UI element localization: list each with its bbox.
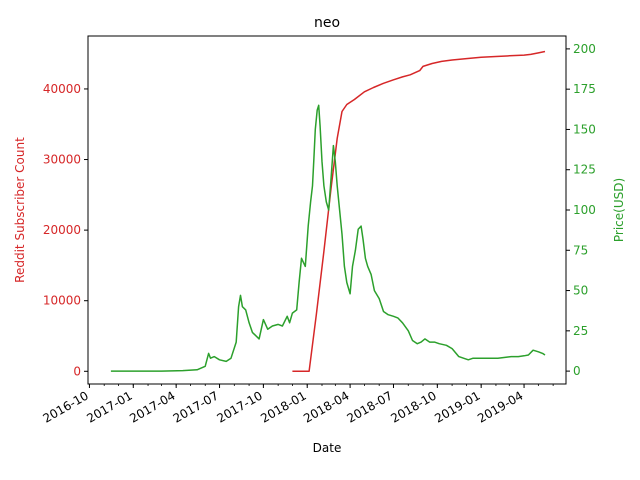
price-line (110, 104, 546, 372)
y-left-tick-label: 10000 (43, 294, 81, 308)
x-tick-label: 2016-10 (41, 388, 91, 425)
x-tick-label: 2018-01 (258, 388, 308, 425)
y-axis-left-label: Reddit Subscriber Count (13, 137, 27, 283)
x-tick-label: 2018-10 (388, 388, 438, 425)
y-right-tick-label: 150 (573, 122, 596, 136)
x-tick-label: 2017-10 (214, 388, 264, 425)
y-right-tick-label: 25 (573, 324, 588, 338)
y-left-tick-label: 40000 (43, 82, 81, 96)
y-left-tick-label: 30000 (43, 153, 81, 167)
y-right-tick-label: 0 (573, 364, 581, 378)
y-right-tick-label: 175 (573, 82, 596, 96)
y-axis-right: 0 25 50 75 100 125 150 175 200 (566, 42, 596, 378)
y-right-tick-label: 100 (573, 203, 596, 217)
x-axis: 2016-102017-012017-042017-072017-102018-… (41, 384, 554, 426)
y-axis-left: 0 10000 20000 30000 40000 (43, 82, 88, 378)
series-layer (110, 50, 546, 373)
chart-title: neo (314, 15, 340, 31)
y-left-tick-label: 20000 (43, 223, 81, 237)
y-right-tick-label: 75 (573, 243, 588, 257)
x-tick-label: 2018-04 (301, 388, 351, 425)
subscriber-count-line (292, 50, 546, 373)
axes-frame (87, 35, 567, 385)
y-left-tick-label: 0 (73, 364, 81, 378)
x-tick-label: 2019-04 (475, 388, 525, 425)
x-tick-label: 2017-07 (171, 388, 221, 425)
y-right-tick-label: 200 (573, 42, 596, 56)
x-tick-label: 2017-04 (127, 388, 177, 425)
x-tick-label: 2017-01 (84, 388, 134, 425)
x-tick-label: 2019-01 (432, 388, 482, 425)
y-axis-right-label: Price(USD) (612, 178, 626, 242)
x-axis-label: Date (313, 441, 342, 455)
y-right-tick-label: 50 (573, 284, 588, 298)
x-tick-label: 2018-07 (345, 388, 395, 425)
y-right-tick-label: 125 (573, 163, 596, 177)
